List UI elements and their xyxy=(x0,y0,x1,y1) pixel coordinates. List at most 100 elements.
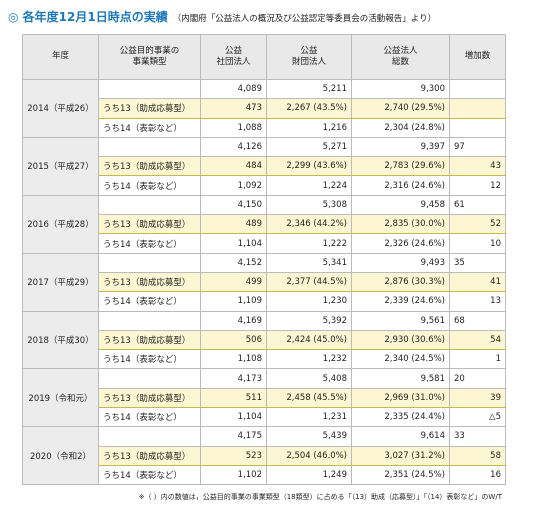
value-cell: 2,299 (43.6%) xyxy=(266,156,352,177)
year-cell: 2015（平成27） xyxy=(22,136,99,196)
value-cell: 5,439 xyxy=(266,426,352,447)
value-cell: 10 xyxy=(449,233,506,254)
type-cell: うち14（表彰など） xyxy=(98,117,201,138)
table-row: うち14（表彰など） 1,104 1,222 2,326 (24.6%) 10 xyxy=(23,233,506,254)
type-cell: うち14（表彰など） xyxy=(98,407,201,428)
type-cell xyxy=(98,426,201,447)
value-cell: 43 xyxy=(449,156,506,177)
type-cell: うち13（助成応募型） xyxy=(98,214,201,235)
results-table: 年度 公益目的事業の 事業類型 公益 社団法人 公益 財団法人 公益法人 総数 増加数 2… xyxy=(22,34,506,486)
value-cell: 39 xyxy=(449,387,506,409)
table-row: 2018（平成30） 4,169 5,392 9,561 68 xyxy=(22,310,506,370)
value-cell: 9,458 xyxy=(351,194,450,216)
value-cell: 3,027 (31.2%) xyxy=(351,445,450,466)
value-cell: 2,424 (45.0%) xyxy=(266,329,352,351)
type-cell xyxy=(98,368,201,389)
table-row: うち13（助成応募型） 499 2,377 (44.5%) 2,876 (30.3%)… xyxy=(23,271,506,293)
value-cell: 2,335 (24.4%) xyxy=(351,407,450,428)
value-cell: 2,458 (45.5%) xyxy=(266,387,352,409)
type-cell xyxy=(98,136,201,158)
value-cell: 499 xyxy=(200,271,267,293)
header-cell: 公益法人 総数 xyxy=(351,34,450,80)
value-cell xyxy=(449,78,506,100)
subtitle: （内閣府「公益法人の概況及び公益認定等委員会の活動報告」より） xyxy=(172,14,437,24)
value-cell: 2,326 (24.6%) xyxy=(351,233,450,254)
table-row: うち13（助成応募型） 523 2,504 (46.0%) 3,027 (31.2%)… xyxy=(23,445,506,466)
table-body: 2014（平成26） 4,089 5,211 9,300 うち13（助成応募型） 473 2… xyxy=(22,78,506,486)
value-cell: 2,346 (44.2%) xyxy=(266,214,352,235)
value-cell: 1,249 xyxy=(266,464,352,486)
header-cell: 公益目的事業の 事業類型 xyxy=(98,34,201,80)
value-cell: 9,614 xyxy=(351,426,450,447)
value-cell: 5,392 xyxy=(266,310,352,331)
table-row: うち14（表彰など） 1,102 1,249 2,351 (24.5%) 16 xyxy=(23,464,506,486)
type-cell: うち14（表彰など） xyxy=(98,233,201,254)
value-cell: 1,104 xyxy=(200,407,267,428)
type-cell xyxy=(98,252,201,273)
value-cell: 1 xyxy=(449,349,506,370)
type-cell: うち14（表彰など） xyxy=(98,291,201,312)
year-cell: 2018（平成30） xyxy=(22,310,99,370)
value-cell: 20 xyxy=(449,368,506,389)
value-cell: 506 xyxy=(200,329,267,351)
type-cell: うち14（表彰など） xyxy=(98,464,201,486)
value-cell: 5,308 xyxy=(266,194,352,216)
value-cell: 9,561 xyxy=(351,310,450,331)
header-cell: 公益 財団法人 xyxy=(266,34,352,80)
value-cell: 4,175 xyxy=(200,426,267,447)
year-cell: 2016（平成28） xyxy=(22,194,99,254)
value-cell: 2,930 (30.6%) xyxy=(351,329,450,351)
value-cell: 52 xyxy=(449,214,506,235)
table-row: 2020（令和2） 4,175 5,439 9,614 33 xyxy=(22,426,506,486)
type-cell xyxy=(98,310,201,331)
table-row: 2019（令和元） 4,173 5,408 9,581 20 xyxy=(22,368,506,428)
type-cell: うち14（表彰など） xyxy=(98,175,201,196)
value-cell: 511 xyxy=(200,387,267,409)
value-cell: 16 xyxy=(449,464,506,486)
value-cell: 9,581 xyxy=(351,368,450,389)
table-row: うち13（助成応募型） 484 2,299 (43.6%) 2,783 (29.6%)… xyxy=(23,156,506,177)
value-cell: 68 xyxy=(449,310,506,331)
table-row: 2016（平成28） 4,150 5,308 9,458 61 xyxy=(22,194,506,254)
value-cell: 1,088 xyxy=(200,117,267,138)
value-cell: 61 xyxy=(449,194,506,216)
type-cell xyxy=(98,194,201,216)
value-cell xyxy=(449,117,506,138)
value-cell: 9,493 xyxy=(351,252,450,273)
value-cell: 1,216 xyxy=(266,117,352,138)
table-row: うち14（表彰など） 1,092 1,224 2,316 (24.6%) 12 xyxy=(23,175,506,196)
value-cell: 1,224 xyxy=(266,175,352,196)
value-cell: 97 xyxy=(449,136,506,158)
table-row: うち13（助成応募型） 511 2,458 (45.5%) 2,969 (31.0%)… xyxy=(23,387,506,409)
value-cell: 33 xyxy=(449,426,506,447)
value-cell: 2,340 (24.5%) xyxy=(351,349,450,370)
value-cell: 13 xyxy=(449,291,506,312)
value-cell: 4,126 xyxy=(200,136,267,158)
table-row: うち14（表彰など） 1,109 1,230 2,339 (24.6%) 13 xyxy=(23,291,506,312)
type-cell: うち13（助成応募型） xyxy=(98,98,201,119)
value-cell: 54 xyxy=(449,329,506,351)
value-cell: 2,876 (30.3%) xyxy=(351,271,450,293)
table-row: うち14（表彰など） 1,088 1,216 2,304 (24.8%) xyxy=(23,117,506,138)
value-cell: △5 xyxy=(449,407,506,428)
value-cell: 5,408 xyxy=(266,368,352,389)
value-cell: 5,271 xyxy=(266,136,352,158)
value-cell: 1,230 xyxy=(266,291,352,312)
table-row: 2015（平成27） 4,126 5,271 9,397 97 xyxy=(22,136,506,196)
value-cell: 41 xyxy=(449,271,506,293)
header-cell: 公益 社団法人 xyxy=(200,34,267,80)
value-cell: 4,150 xyxy=(200,194,267,216)
value-cell: 12 xyxy=(449,175,506,196)
type-cell: うち13（助成応募型） xyxy=(98,271,201,293)
header-row: 年度 公益目的事業の 事業類型 公益 社団法人 公益 財団法人 公益法人 総数 増加数 xyxy=(22,34,506,80)
value-cell: 2,969 (31.0%) xyxy=(351,387,450,409)
value-cell: 4,089 xyxy=(200,78,267,100)
year-cell: 2019（令和元） xyxy=(22,368,99,428)
value-cell: 2,835 (30.0%) xyxy=(351,214,450,235)
type-cell: うち13（助成応募型） xyxy=(98,387,201,409)
heading: ◎ 各年度12月1日時点の実績 （内閣府「公益法人の概況及び公益認定等委員会の活… xyxy=(8,6,436,25)
value-cell: 58 xyxy=(449,445,506,466)
value-cell xyxy=(449,98,506,119)
header-cell: 年度 xyxy=(22,34,99,80)
value-cell: 2,783 (29.6%) xyxy=(351,156,450,177)
